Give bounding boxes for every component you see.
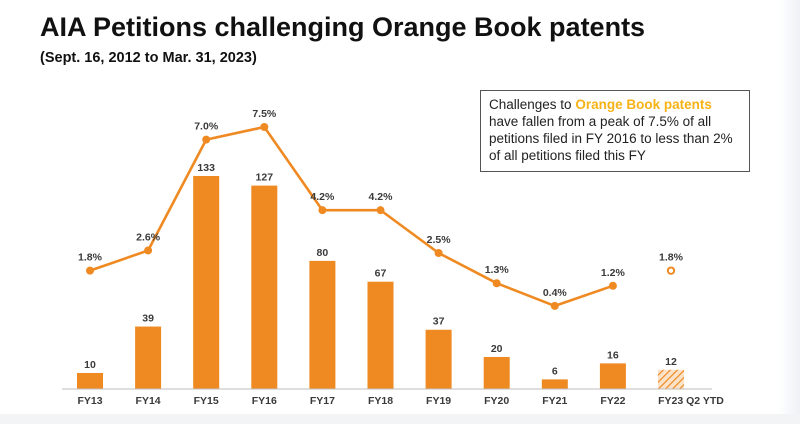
percent-label: 2.6% [136, 231, 161, 243]
bar [251, 185, 278, 389]
x-tick-label: FY22 [600, 395, 625, 407]
percent-marker [86, 266, 94, 275]
percent-marker [144, 246, 153, 255]
x-tick-label: FY14 [136, 395, 161, 407]
bar [483, 356, 510, 389]
bar [541, 379, 568, 389]
percent-label: 7.5% [252, 108, 277, 120]
bar-value-label: 6 [552, 365, 558, 377]
percent-marker [434, 249, 443, 257]
bar-value-label: 80 [317, 247, 329, 259]
x-tick-label: FY19 [426, 395, 451, 407]
x-tick-label: FY17 [310, 395, 335, 407]
callout-box: Challenges to Orange Book patents have f… [480, 90, 750, 172]
bar-value-label: 133 [197, 162, 215, 174]
bar [425, 329, 452, 389]
percent-label: 0.4% [543, 287, 568, 299]
callout-prefix: Challenges to [489, 97, 576, 112]
percent-marker [376, 206, 385, 215]
x-tick-label: FY15 [194, 395, 219, 407]
x-tick-label: FY18 [368, 395, 393, 407]
percent-label: 1.2% [601, 267, 626, 279]
percent-label: 2.5% [427, 234, 452, 246]
bar-value-label: 16 [607, 349, 619, 361]
percent-marker [608, 281, 617, 290]
line-layer: 1.8% 2.6% 7.0% 7.5% 4.2% 4.2% 2.5% 1.3% 0.4% 1.2%… [78, 108, 684, 310]
bar-value-label: 12 [665, 356, 677, 368]
percent-label: 7.0% [194, 121, 219, 133]
category-labels: FY13 FY14 FY15 FY16 FY17 FY18 FY19 FY20 FY21 FY22… [77, 395, 724, 407]
bar-value-label: 39 [142, 313, 154, 325]
bar [135, 326, 162, 389]
x-tick-label: FY16 [252, 395, 277, 407]
percent-marker [202, 135, 211, 144]
percent-label: 4.2% [369, 191, 394, 203]
chart-subtitle: (Sept. 16, 2012 to Mar. 31, 2023) [40, 50, 257, 66]
bar [193, 176, 220, 389]
x-tick-label: FY21 [542, 395, 567, 407]
percent-label: 1.8% [659, 252, 684, 264]
chart-title: AIA Petitions challenging Orange Book pa… [40, 12, 646, 42]
callout-text: have fallen from a peak of 7.5% of all p… [489, 114, 733, 163]
bar [309, 260, 336, 389]
percent-marker-open [666, 266, 676, 275]
x-tick-label: FY13 [77, 395, 102, 407]
bar-value-label: 20 [491, 343, 503, 355]
percent-line [89, 125, 614, 308]
percent-label: 1.8% [78, 252, 103, 264]
bottom-edge [0, 414, 800, 424]
bar-value-label: 127 [256, 172, 274, 184]
bar [599, 363, 626, 389]
percent-label: 4.2% [310, 191, 335, 203]
edge-shadow [778, 0, 800, 424]
callout-highlight: Orange Book patents [575, 97, 712, 112]
bar-value-label: 10 [84, 359, 96, 371]
percent-marker [318, 206, 327, 215]
bar [367, 281, 394, 389]
percent-marker [260, 123, 269, 131]
bar-value-label: 67 [375, 268, 387, 280]
percent-label: 1.3% [485, 264, 510, 276]
percent-marker [550, 301, 559, 310]
bar [77, 372, 103, 389]
x-tick-label: FY23 Q2 YTD [658, 395, 724, 407]
bars-layer: 10 39 133 127 80 67 37 20 6 16 12 [77, 162, 684, 389]
percent-marker [492, 279, 501, 288]
bar-value-label: 37 [433, 316, 445, 328]
bar-hatched [658, 369, 684, 389]
x-tick-label: FY20 [484, 395, 509, 407]
